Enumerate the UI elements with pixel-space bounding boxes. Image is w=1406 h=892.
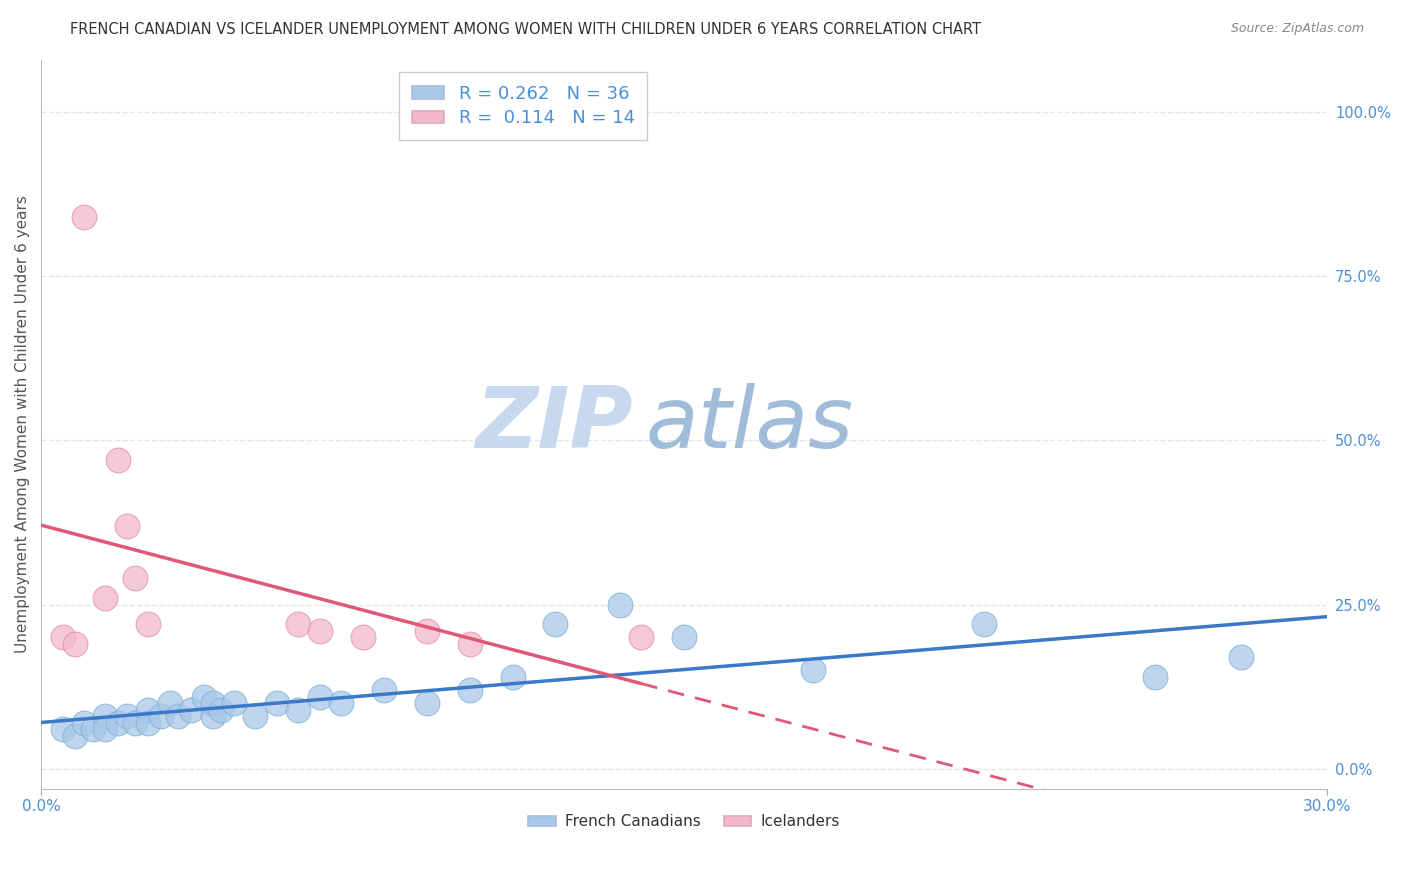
Point	[308, 690, 330, 704]
Point	[266, 696, 288, 710]
Text: Source: ZipAtlas.com: Source: ZipAtlas.com	[1230, 22, 1364, 36]
Point	[73, 715, 96, 730]
Point	[458, 637, 481, 651]
Point	[352, 631, 374, 645]
Point	[416, 696, 439, 710]
Text: atlas: atlas	[645, 383, 853, 466]
Point	[416, 624, 439, 638]
Point	[167, 709, 190, 723]
Point	[544, 617, 567, 632]
Point	[287, 703, 309, 717]
Point	[609, 598, 631, 612]
Point	[136, 617, 159, 632]
Point	[94, 709, 117, 723]
Point	[630, 631, 652, 645]
Point	[159, 696, 181, 710]
Point	[801, 663, 824, 677]
Text: ZIP: ZIP	[475, 383, 633, 466]
Point	[73, 211, 96, 225]
Point	[222, 696, 245, 710]
Legend: French Canadians, Icelanders: French Canadians, Icelanders	[522, 808, 846, 836]
Point	[201, 696, 224, 710]
Point	[136, 715, 159, 730]
Point	[973, 617, 995, 632]
Point	[330, 696, 353, 710]
Text: FRENCH CANADIAN VS ICELANDER UNEMPLOYMENT AMONG WOMEN WITH CHILDREN UNDER 6 YEAR: FRENCH CANADIAN VS ICELANDER UNEMPLOYMEN…	[70, 22, 981, 37]
Point	[94, 591, 117, 605]
Point	[150, 709, 173, 723]
Point	[672, 631, 695, 645]
Point	[115, 709, 138, 723]
Point	[82, 723, 104, 737]
Point	[136, 703, 159, 717]
Point	[94, 723, 117, 737]
Point	[124, 571, 146, 585]
Point	[65, 729, 87, 743]
Point	[51, 631, 73, 645]
Point	[124, 715, 146, 730]
Point	[1230, 650, 1253, 665]
Point	[245, 709, 267, 723]
Point	[502, 670, 524, 684]
Point	[1144, 670, 1167, 684]
Point	[107, 453, 129, 467]
Y-axis label: Unemployment Among Women with Children Under 6 years: Unemployment Among Women with Children U…	[15, 195, 30, 653]
Point	[51, 723, 73, 737]
Point	[373, 683, 395, 698]
Point	[180, 703, 202, 717]
Point	[107, 715, 129, 730]
Point	[115, 519, 138, 533]
Point	[65, 637, 87, 651]
Point	[201, 709, 224, 723]
Point	[458, 683, 481, 698]
Point	[287, 617, 309, 632]
Point	[209, 703, 232, 717]
Point	[193, 690, 215, 704]
Point	[308, 624, 330, 638]
